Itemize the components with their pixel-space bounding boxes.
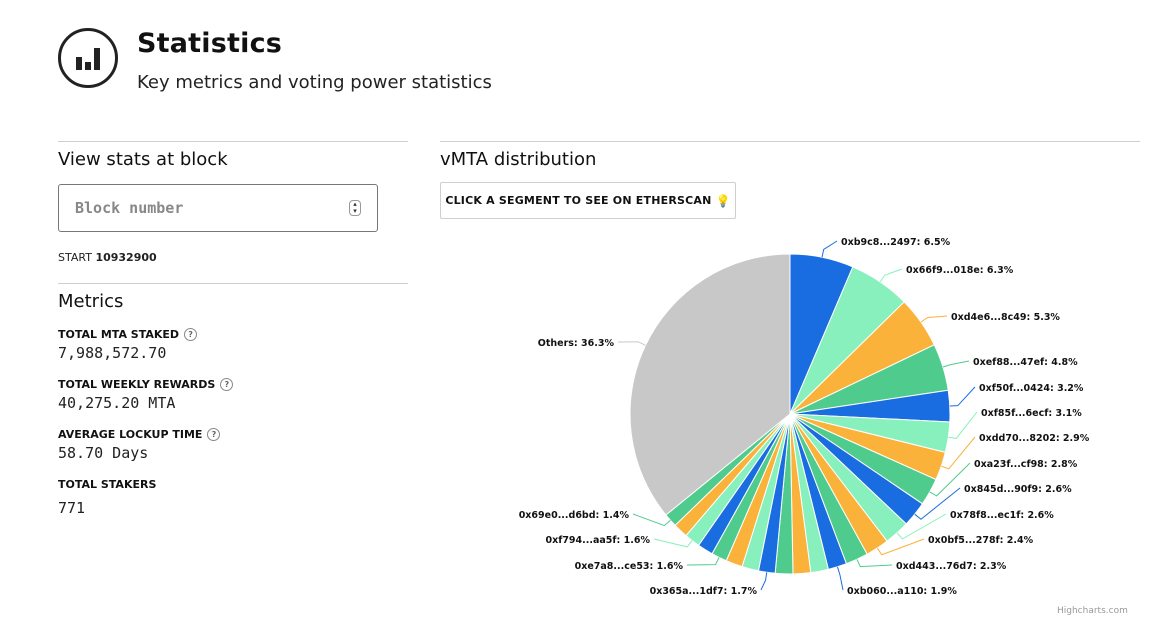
- pie-data-label: 0xf85f...6ecf: 3.1%: [981, 408, 1082, 419]
- start-label: START: [58, 251, 92, 264]
- metrics-section-title: Metrics: [58, 291, 124, 312]
- metric-total-staked: TOTAL MTA STAKED ? 7,988,572.70: [58, 328, 408, 362]
- help-icon[interactable]: ?: [184, 328, 198, 341]
- start-block: START 10932900: [58, 251, 408, 264]
- label-connector: [914, 487, 961, 520]
- etherscan-hint-button[interactable]: CLICK A SEGMENT TO SEE ON ETHERSCAN 💡: [440, 182, 736, 219]
- metric-lockup-time: AVERAGE LOCKUP TIME ? 58.70 Days: [58, 428, 408, 462]
- label-connector: [941, 436, 976, 470]
- block-section-title: View stats at block: [58, 149, 228, 170]
- label-connector: [929, 462, 971, 497]
- pie-data-label: 0xb9c8...2497: 6.5%: [841, 237, 951, 248]
- pie-data-label: 0xd4e6...8c49: 5.3%: [951, 312, 1060, 323]
- pie-data-label: 0x78f8...ec1f: 2.6%: [950, 510, 1054, 521]
- pie-data-label: 0x845d...90f9: 2.6%: [964, 484, 1072, 495]
- metric-value: 40,275.20 MTA: [58, 394, 176, 412]
- metric-label: AVERAGE LOCKUP TIME: [58, 428, 203, 441]
- label-connector: [653, 538, 693, 548]
- metric-label: TOTAL STAKERS: [58, 478, 157, 491]
- pie-data-label: 0xa23f...cf98: 2.8%: [974, 459, 1078, 470]
- pie-data-label: 0xd443...76d7: 2.3%: [896, 561, 1007, 572]
- label-connector: [879, 268, 903, 283]
- page-subtitle: Key metrics and voting power statistics: [137, 72, 492, 93]
- metric-value: 58.70 Days: [58, 444, 149, 462]
- distribution-section-title: vMTA distribution: [440, 149, 597, 170]
- button-label: CLICK A SEGMENT TO SEE ON ETHERSCAN: [445, 194, 712, 207]
- label-connector: [632, 513, 671, 527]
- divider: [58, 283, 408, 284]
- pie-data-label: 0x0bf5...278f: 2.4%: [928, 535, 1034, 546]
- pie-data-label: 0x69e0...d6bd: 1.4%: [519, 510, 630, 521]
- metric-label: TOTAL MTA STAKED: [58, 328, 180, 341]
- pie-data-label: 0x66f9...018e: 6.3%: [906, 265, 1014, 276]
- page-header: Statistics Key metrics and voting power …: [58, 28, 492, 93]
- pie-data-label: Others: 36.3%: [538, 338, 615, 349]
- label-connector: [856, 559, 893, 568]
- metric-value: 7,988,572.70: [58, 344, 167, 362]
- label-connector: [617, 341, 646, 346]
- divider: [440, 141, 1140, 142]
- metric-total-stakers: TOTAL STAKERS 771: [58, 478, 408, 517]
- pie-data-label: 0x365a...1df7: 1.7%: [650, 586, 758, 597]
- page-title: Statistics: [137, 28, 283, 59]
- stepper-icon[interactable]: ▴ ▾: [349, 200, 361, 216]
- start-value: 10932900: [95, 251, 157, 264]
- help-icon[interactable]: ?: [207, 428, 221, 441]
- divider: [58, 141, 408, 142]
- label-connector: [876, 538, 925, 556]
- pie-data-label: 0xf794...aa5f: 1.6%: [545, 535, 650, 546]
- pie-data-label: 0xef88...47ef: 4.8%: [973, 357, 1078, 368]
- pie-data-label: 0xb060...a110: 1.9%: [847, 586, 957, 597]
- help-icon[interactable]: ?: [220, 378, 234, 391]
- label-connector: [948, 411, 978, 439]
- metric-label: TOTAL WEEKLY REWARDS: [58, 378, 216, 391]
- pie-slice[interactable]: [629, 253, 791, 516]
- pie-data-label: 0xf50f...0424: 3.2%: [979, 383, 1084, 394]
- label-connector: [896, 513, 947, 540]
- bar-chart-icon: [58, 28, 118, 88]
- label-connector: [821, 240, 838, 258]
- block-number-field[interactable]: ▴▾: [58, 184, 378, 232]
- pie-data-label: 0xdd70...8202: 2.9%: [979, 433, 1090, 444]
- pie-data-label: 0xe7a8...ce53: 1.6%: [575, 561, 684, 572]
- label-connector: [836, 566, 844, 591]
- chart-credits[interactable]: Highcharts.com: [1057, 606, 1128, 616]
- lightbulb-icon: 💡: [715, 193, 731, 208]
- label-connector: [949, 386, 976, 407]
- label-connector: [942, 360, 970, 368]
- distribution-panel: vMTA distribution CLICK A SEGMENT TO SEE…: [440, 141, 1140, 631]
- label-connector: [760, 572, 768, 591]
- label-connector: [920, 315, 948, 323]
- metric-value: 771: [58, 499, 86, 517]
- block-number-input[interactable]: [59, 185, 337, 231]
- label-connector: [686, 557, 720, 566]
- metric-weekly-rewards: TOTAL WEEKLY REWARDS ? 40,275.20 MTA: [58, 378, 408, 412]
- left-panel: View stats at block ▴▾ START 10932900 Me…: [58, 141, 408, 517]
